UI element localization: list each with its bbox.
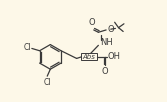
Text: Abs: Abs xyxy=(83,54,96,60)
Text: NH: NH xyxy=(100,38,113,47)
Text: Cl: Cl xyxy=(43,78,51,87)
Text: O: O xyxy=(108,25,114,34)
FancyBboxPatch shape xyxy=(81,53,97,60)
Text: OH: OH xyxy=(108,52,121,61)
Text: Cl: Cl xyxy=(24,43,31,52)
Text: O: O xyxy=(101,67,108,76)
Text: O: O xyxy=(88,18,95,27)
